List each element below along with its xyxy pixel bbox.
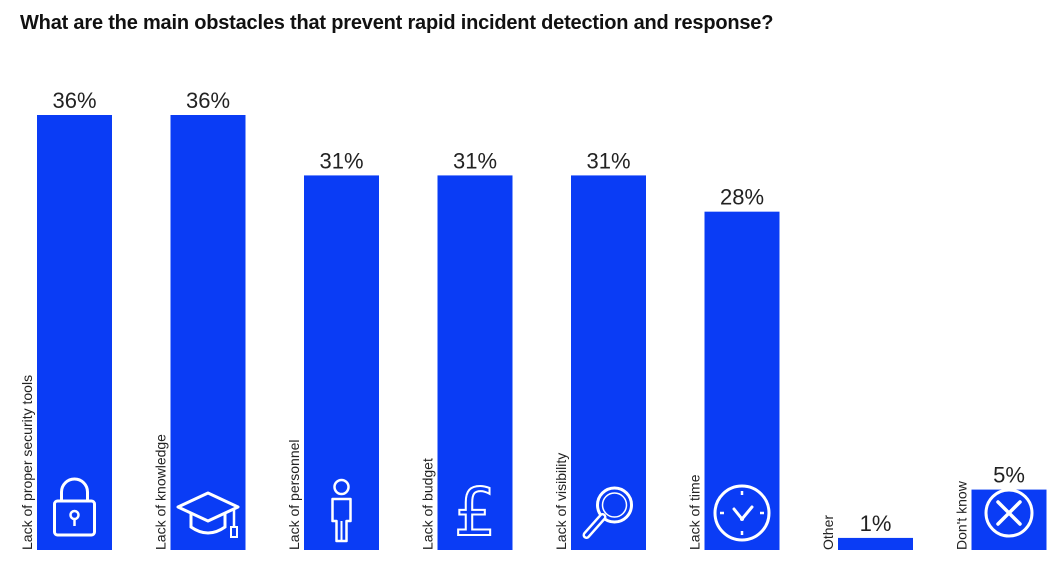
pound-sign-icon: £ bbox=[453, 473, 497, 552]
bar-don-t-know bbox=[971, 489, 1047, 550]
padlock-icon bbox=[53, 477, 96, 537]
category-label-don-t-know: Don't know bbox=[954, 480, 970, 550]
value-label-lack-of-budget: 31% bbox=[453, 148, 497, 173]
category-label-lack-of-time: Lack of time bbox=[687, 474, 703, 550]
value-label-lack-of-time: 28% bbox=[720, 185, 764, 210]
value-label-don-t-know: 5% bbox=[993, 463, 1025, 488]
category-label-other: Other bbox=[820, 515, 836, 550]
bar-lack-of-knowledge bbox=[170, 115, 246, 550]
value-label-lack-of-proper-security-tools: 36% bbox=[52, 88, 96, 113]
category-label-lack-of-budget: Lack of budget bbox=[420, 458, 436, 550]
person-icon bbox=[331, 478, 352, 543]
bar-lack-of-personnel bbox=[304, 175, 379, 550]
value-label-lack-of-knowledge: 36% bbox=[186, 88, 230, 113]
category-label-lack-of-visibility: Lack of visibility bbox=[553, 453, 569, 550]
value-label-other: 1% bbox=[860, 511, 892, 536]
category-label-lack-of-knowledge: Lack of knowledge bbox=[153, 434, 169, 550]
cross-circle-icon bbox=[984, 488, 1034, 538]
value-label-lack-of-visibility: 31% bbox=[586, 148, 630, 173]
bar-lack-of-proper-security-tools bbox=[37, 115, 112, 550]
category-label-lack-of-personnel: Lack of personnel bbox=[286, 439, 302, 550]
bar-lack-of-time bbox=[704, 211, 780, 550]
magnifier-icon bbox=[582, 486, 633, 539]
bar-other bbox=[838, 537, 913, 550]
clock-icon bbox=[713, 484, 771, 542]
category-label-lack-of-proper-security-tools: Lack of proper security tools bbox=[19, 375, 35, 550]
bar-lack-of-budget bbox=[437, 175, 513, 550]
chart-title: What are the main obstacles that prevent… bbox=[20, 12, 774, 34]
svg-text:£: £ bbox=[454, 474, 496, 551]
value-label-lack-of-personnel: 31% bbox=[319, 148, 363, 173]
graduation-cap-icon bbox=[176, 491, 240, 538]
